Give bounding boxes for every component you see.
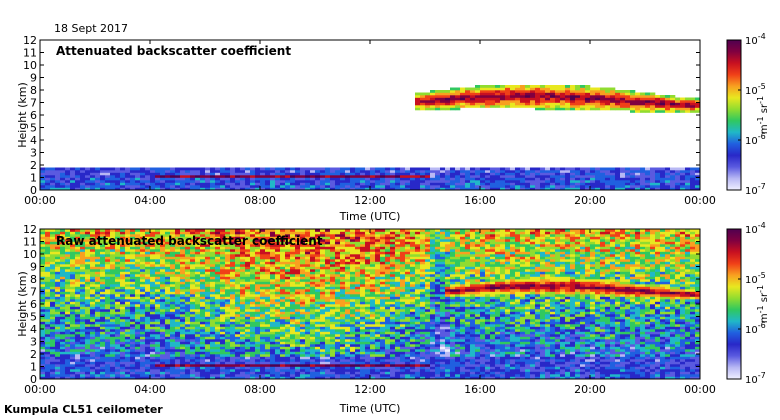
x-tick-label: 20:00 (574, 194, 606, 207)
colorbar: 10-4 10-5 10-6 10-7 m-1 sr-1 (726, 32, 770, 197)
y-tick-label: 12 (23, 34, 37, 47)
y-tick-label: 6 (30, 109, 37, 122)
colorbar-scale (726, 228, 742, 380)
colorbar-tick-label: 10-6 (745, 321, 766, 336)
colorbar-tick-label: 10-4 (745, 32, 766, 47)
colorbar-tick-label: 10-7 (745, 371, 766, 386)
y-tick-label: 2 (30, 348, 37, 361)
y-tick-label: 10 (23, 248, 37, 261)
y-axis-label: Height (km) (16, 82, 29, 148)
x-axis-label: Time (UTC) (339, 402, 401, 415)
x-tick-label: 00:00 (684, 194, 716, 207)
y-tick-label: 9 (30, 261, 37, 274)
y-tick-label: 1 (30, 361, 37, 374)
colorbar: 10-4 10-5 10-6 10-7 m-1 sr-1 (726, 221, 770, 386)
colorbar-label: m-1 sr-1 (756, 96, 770, 134)
panel-title: Attenuated backscatter coefficient (56, 44, 291, 58)
colorbar-scale (726, 39, 742, 191)
date-label: 18 Sept 2017 (54, 22, 128, 35)
y-tick-label: 0 (30, 184, 37, 197)
x-tick-label: 00:00 (684, 383, 716, 396)
y-tick-label: 8 (30, 84, 37, 97)
x-tick-label: 16:00 (464, 194, 496, 207)
colorbar-tick-label: 10-4 (745, 221, 766, 236)
y-tick-label: 9 (30, 72, 37, 85)
x-tick-label: 12:00 (354, 383, 386, 396)
x-tick-label: 04:00 (134, 194, 166, 207)
raw-attenuated-backscatter-panel: Raw attenuated backscatter coefficient 0… (16, 221, 770, 415)
y-axis-label: Height (km) (16, 271, 29, 337)
x-tick-label: 04:00 (134, 383, 166, 396)
y-tick-label: 12 (23, 223, 37, 236)
y-tick-label: 4 (30, 323, 37, 336)
x-tick-label: 20:00 (574, 383, 606, 396)
colorbar-tick-label: 10-7 (745, 182, 766, 197)
x-tick-label: 12:00 (354, 194, 386, 207)
x-tick-label: 00:00 (24, 194, 56, 207)
plot-area (40, 40, 700, 190)
y-tick-label: 5 (30, 122, 37, 135)
y-tick-label: 3 (30, 147, 37, 160)
x-axis-label: Time (UTC) (339, 210, 401, 223)
y-tick-label: 0 (30, 373, 37, 386)
y-tick-label: 1 (30, 172, 37, 185)
y-tick-label: 7 (30, 97, 37, 110)
colorbar-tick-label: 10-6 (745, 132, 766, 147)
footer-label: Kumpula CL51 ceilometer (4, 403, 163, 416)
y-tick-label: 11 (23, 47, 37, 60)
panel-title: Raw attenuated backscatter coefficient (56, 234, 323, 248)
heatmap-cells (40, 229, 700, 379)
colorbar-label: m-1 sr-1 (756, 285, 770, 323)
colorbar-tick-label: 10-5 (745, 82, 766, 97)
y-tick-label: 2 (30, 159, 37, 172)
y-tick-label: 7 (30, 286, 37, 299)
x-axis: 00:00 04:00 08:00 12:00 16:00 20:00 00:00 (24, 229, 716, 396)
attenuated-backscatter-panel: Attenuated backscatter coefficient 01234… (16, 32, 770, 223)
heatmap-cells (40, 85, 700, 190)
y-tick-label: 3 (30, 336, 37, 349)
y-tick-label: 10 (23, 59, 37, 72)
x-tick-label: 16:00 (464, 383, 496, 396)
x-tick-label: 08:00 (244, 383, 276, 396)
y-tick-label: 11 (23, 236, 37, 249)
y-tick-label: 4 (30, 134, 37, 147)
x-tick-label: 00:00 (24, 383, 56, 396)
y-tick-label: 5 (30, 311, 37, 324)
x-axis: 00:00 04:00 08:00 12:00 16:00 20:00 00:00 (24, 40, 716, 207)
x-tick-label: 08:00 (244, 194, 276, 207)
colorbar-tick-label: 10-5 (745, 271, 766, 286)
y-tick-label: 8 (30, 273, 37, 286)
y-tick-label: 6 (30, 298, 37, 311)
